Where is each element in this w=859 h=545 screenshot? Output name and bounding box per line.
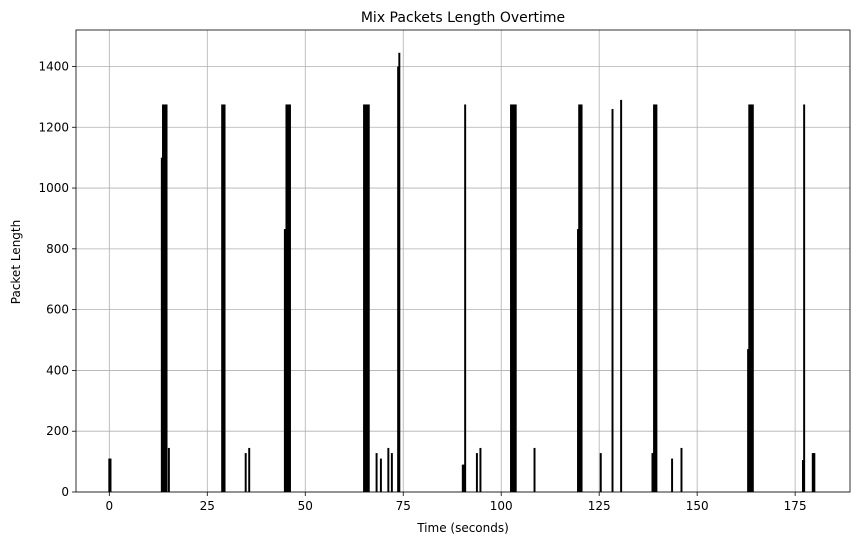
- bar: [248, 447, 251, 492]
- y-tick-label: 1000: [38, 181, 69, 195]
- bar: [162, 104, 164, 492]
- bar: [163, 104, 166, 492]
- bar: [375, 453, 378, 492]
- bar: [811, 453, 814, 492]
- bar: [398, 52, 401, 493]
- bar: [803, 104, 806, 492]
- bar: [654, 104, 657, 492]
- y-tick-label: 200: [46, 424, 69, 438]
- bar: [397, 66, 400, 492]
- bar: [512, 104, 515, 492]
- bar: [577, 229, 579, 492]
- x-tick-label: 75: [396, 499, 411, 513]
- bar: [579, 104, 582, 492]
- x-tick-label: 125: [588, 499, 611, 513]
- bar: [801, 460, 804, 492]
- bar: [223, 104, 226, 492]
- bar: [287, 104, 290, 492]
- bar: [367, 104, 370, 492]
- bar: [244, 453, 247, 492]
- bar: [283, 229, 286, 492]
- bar: [511, 104, 514, 492]
- bar: [653, 104, 656, 492]
- bar: [813, 453, 816, 492]
- y-tick-label: 400: [46, 363, 69, 377]
- bar: [620, 99, 623, 492]
- bar: [671, 458, 674, 492]
- x-axis-label: Time (seconds): [416, 521, 509, 535]
- bar: [750, 104, 753, 492]
- x-tick-label: 150: [686, 499, 709, 513]
- chart-title: Mix Packets Length Overtime: [361, 10, 565, 26]
- bar: [463, 464, 465, 492]
- y-tick-label: 800: [46, 242, 69, 256]
- x-tick-label: 50: [298, 499, 313, 513]
- bar: [747, 349, 750, 492]
- bar: [751, 104, 754, 492]
- bar: [286, 104, 289, 492]
- bar: [655, 104, 658, 492]
- bar: [510, 104, 512, 492]
- bar: [108, 458, 111, 492]
- grid-lines: [76, 30, 850, 493]
- bar: [390, 453, 393, 492]
- bar: [160, 157, 163, 492]
- y-tick-label: 600: [46, 303, 69, 317]
- bar: [479, 447, 482, 492]
- bar: [475, 453, 478, 492]
- bar: [109, 458, 112, 492]
- bar: [387, 447, 390, 492]
- bar: [578, 104, 581, 492]
- bar: [165, 104, 168, 492]
- bar: [289, 104, 291, 492]
- bar: [513, 104, 516, 492]
- bars: [108, 52, 816, 493]
- x-tick-label: 175: [784, 499, 807, 513]
- y-tick-label: 0: [61, 485, 69, 499]
- x-tick-label: 100: [490, 499, 513, 513]
- bar: [285, 104, 288, 492]
- bar: [464, 104, 467, 492]
- bar: [363, 104, 366, 492]
- bar: [164, 104, 167, 492]
- bar: [167, 447, 170, 492]
- bar: [748, 104, 751, 492]
- bar: [222, 104, 225, 492]
- y-axis-label: Packet Length: [9, 220, 23, 304]
- bar: [680, 447, 683, 492]
- bar: [221, 104, 224, 492]
- bar: [461, 464, 464, 492]
- axis-ticks: 0 25 50 75 100 125 150 175 0 200 400 600 800 1000 1200…: [38, 59, 806, 513]
- bar: [379, 458, 382, 492]
- bar: [365, 104, 368, 492]
- bar: [514, 104, 517, 492]
- plot-frame: [75, 29, 851, 493]
- x-tick-label: 0: [105, 499, 113, 513]
- bar: [580, 104, 583, 492]
- bar: [599, 453, 602, 492]
- bar: [749, 104, 752, 492]
- bar: [651, 453, 654, 492]
- y-tick-label: 1400: [38, 59, 69, 73]
- x-tick-label: 25: [200, 499, 215, 513]
- bar: [533, 447, 536, 492]
- bar: [366, 104, 369, 492]
- bar: [611, 109, 614, 492]
- bar: [364, 104, 367, 492]
- y-tick-label: 1200: [38, 120, 69, 134]
